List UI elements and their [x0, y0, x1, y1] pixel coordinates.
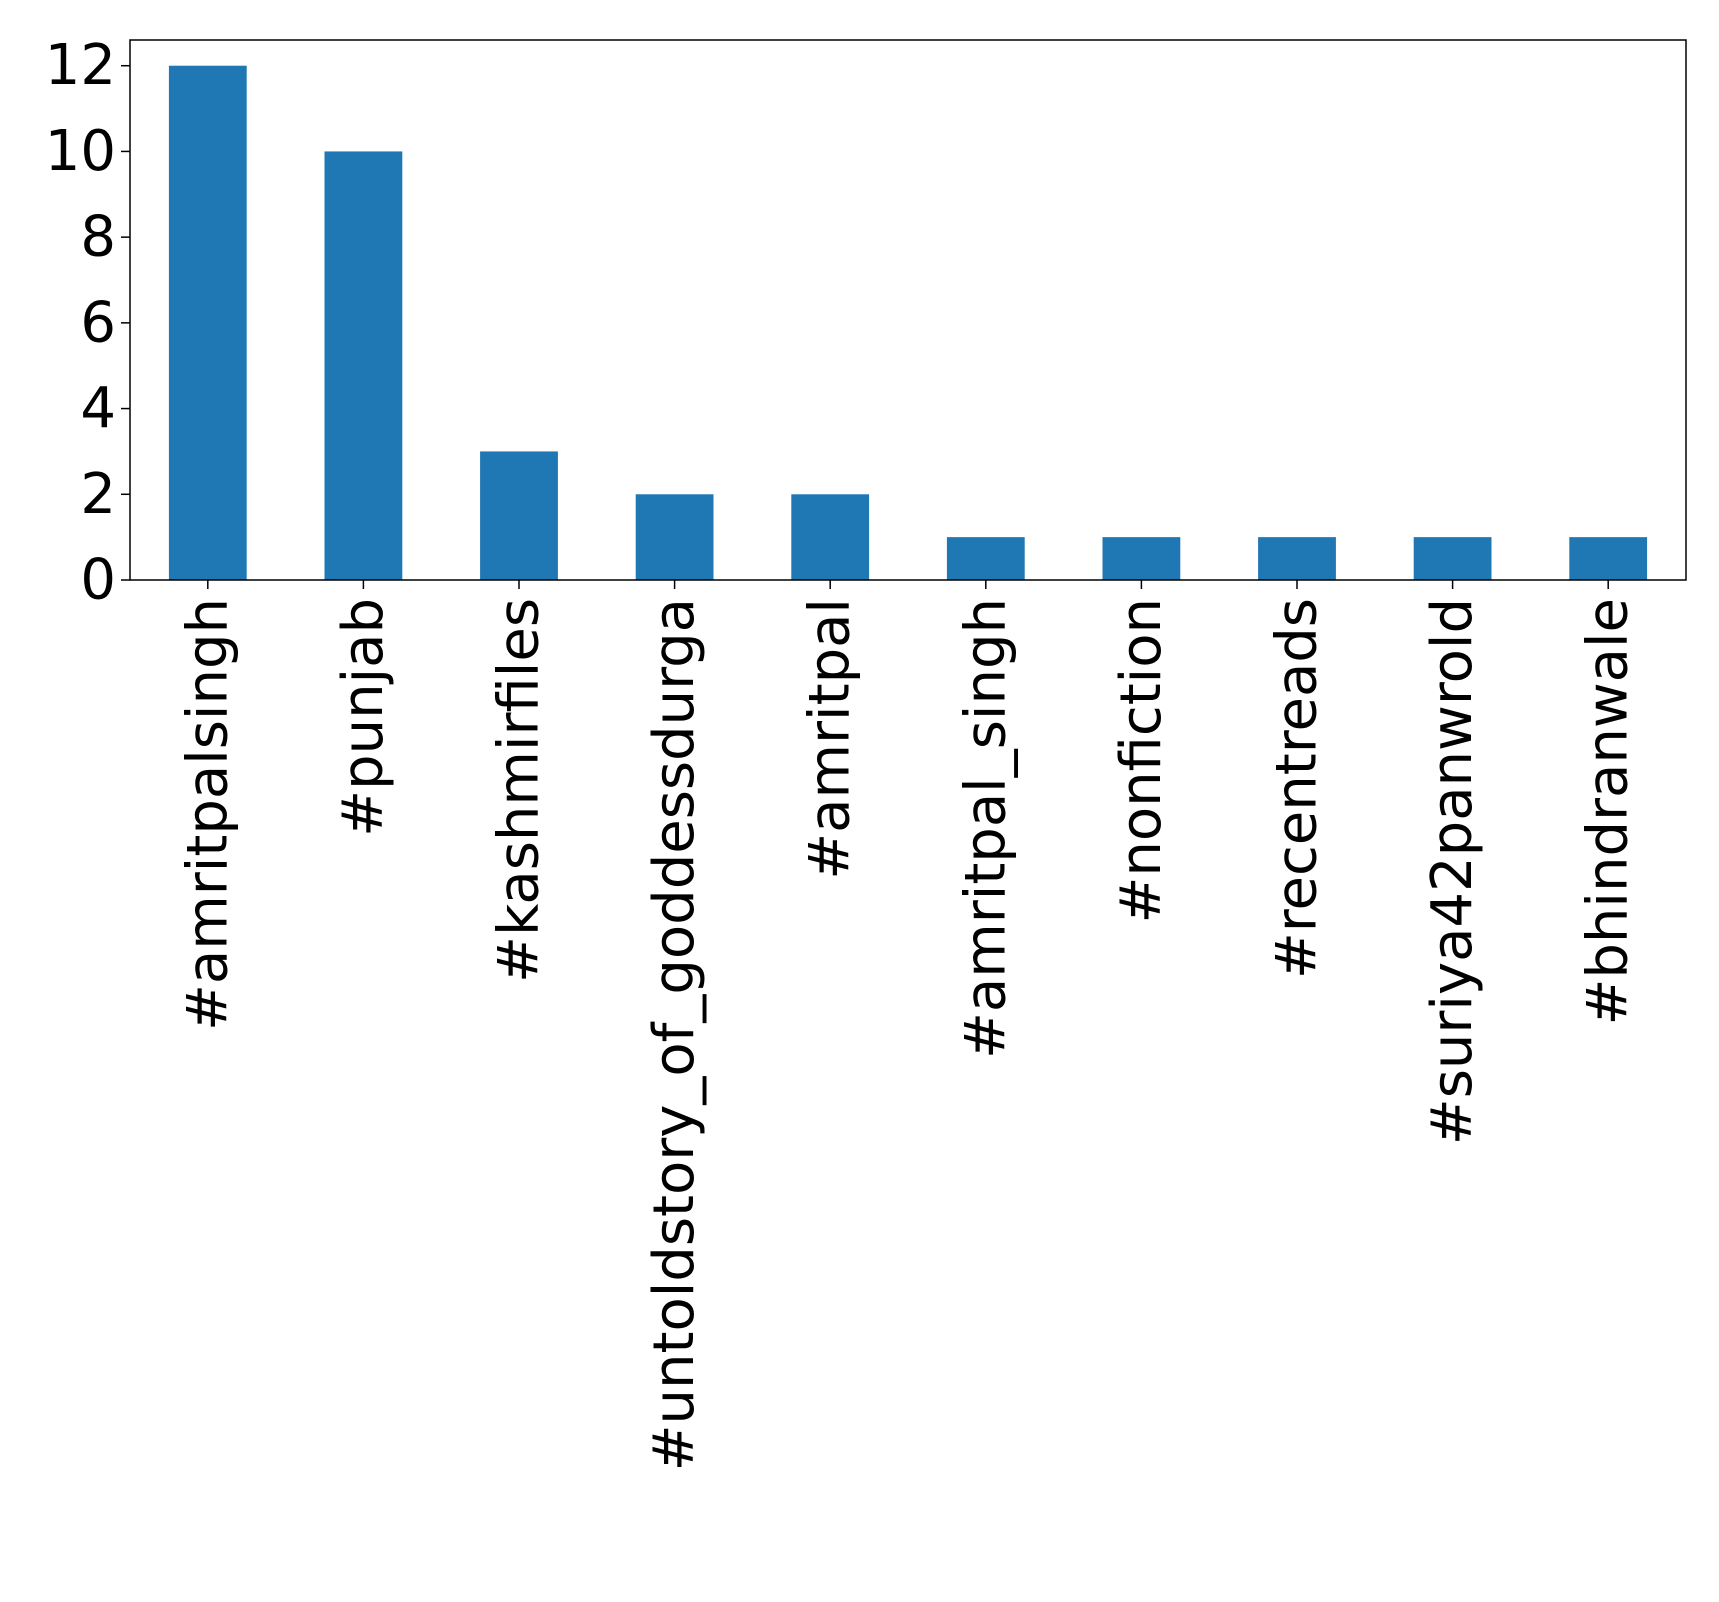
bar: [635, 494, 714, 580]
y-tick-label: 6: [80, 290, 116, 355]
x-axis: #amritpalsingh #punjab #kashmirfiles #untol…: [175, 580, 1641, 1471]
x-tick-label: #amritpal_singh: [953, 598, 1018, 1059]
x-tick-label: #bhindranwale: [1576, 598, 1641, 1026]
bar: [1258, 537, 1336, 580]
x-tick-label: #punjab: [331, 598, 396, 837]
bar: [480, 451, 558, 580]
bar: [791, 494, 870, 580]
bar: [1413, 537, 1492, 580]
bars-layer: [168, 65, 1648, 580]
y-tick-label: 2: [80, 462, 116, 527]
x-tick-label: #amritpalsingh: [175, 598, 240, 1031]
bar: [324, 151, 403, 580]
y-tick-label: 4: [80, 376, 116, 441]
x-tick-label: #recentreads: [1265, 598, 1330, 979]
y-tick-label: 0: [80, 548, 116, 613]
y-tick-label: 12: [45, 33, 116, 98]
x-tick-label: #nonfiction: [1109, 598, 1174, 924]
bar: [1102, 537, 1181, 580]
y-tick-label: 8: [80, 205, 116, 270]
x-tick-label: #kashmirfiles: [487, 598, 552, 983]
y-axis: 0 2 4 6 8 10 12: [45, 33, 130, 613]
bar: [946, 537, 1025, 580]
bar: [1569, 537, 1648, 580]
y-tick-label: 10: [45, 119, 116, 184]
plot-frame: [129, 39, 1687, 581]
x-tick-label: #amritpal: [798, 598, 863, 880]
x-tick-label: #untoldstory_of_goddessdurga: [642, 598, 707, 1471]
x-tick-label: #suriya42panwrold: [1420, 598, 1485, 1145]
bar: [168, 65, 247, 580]
